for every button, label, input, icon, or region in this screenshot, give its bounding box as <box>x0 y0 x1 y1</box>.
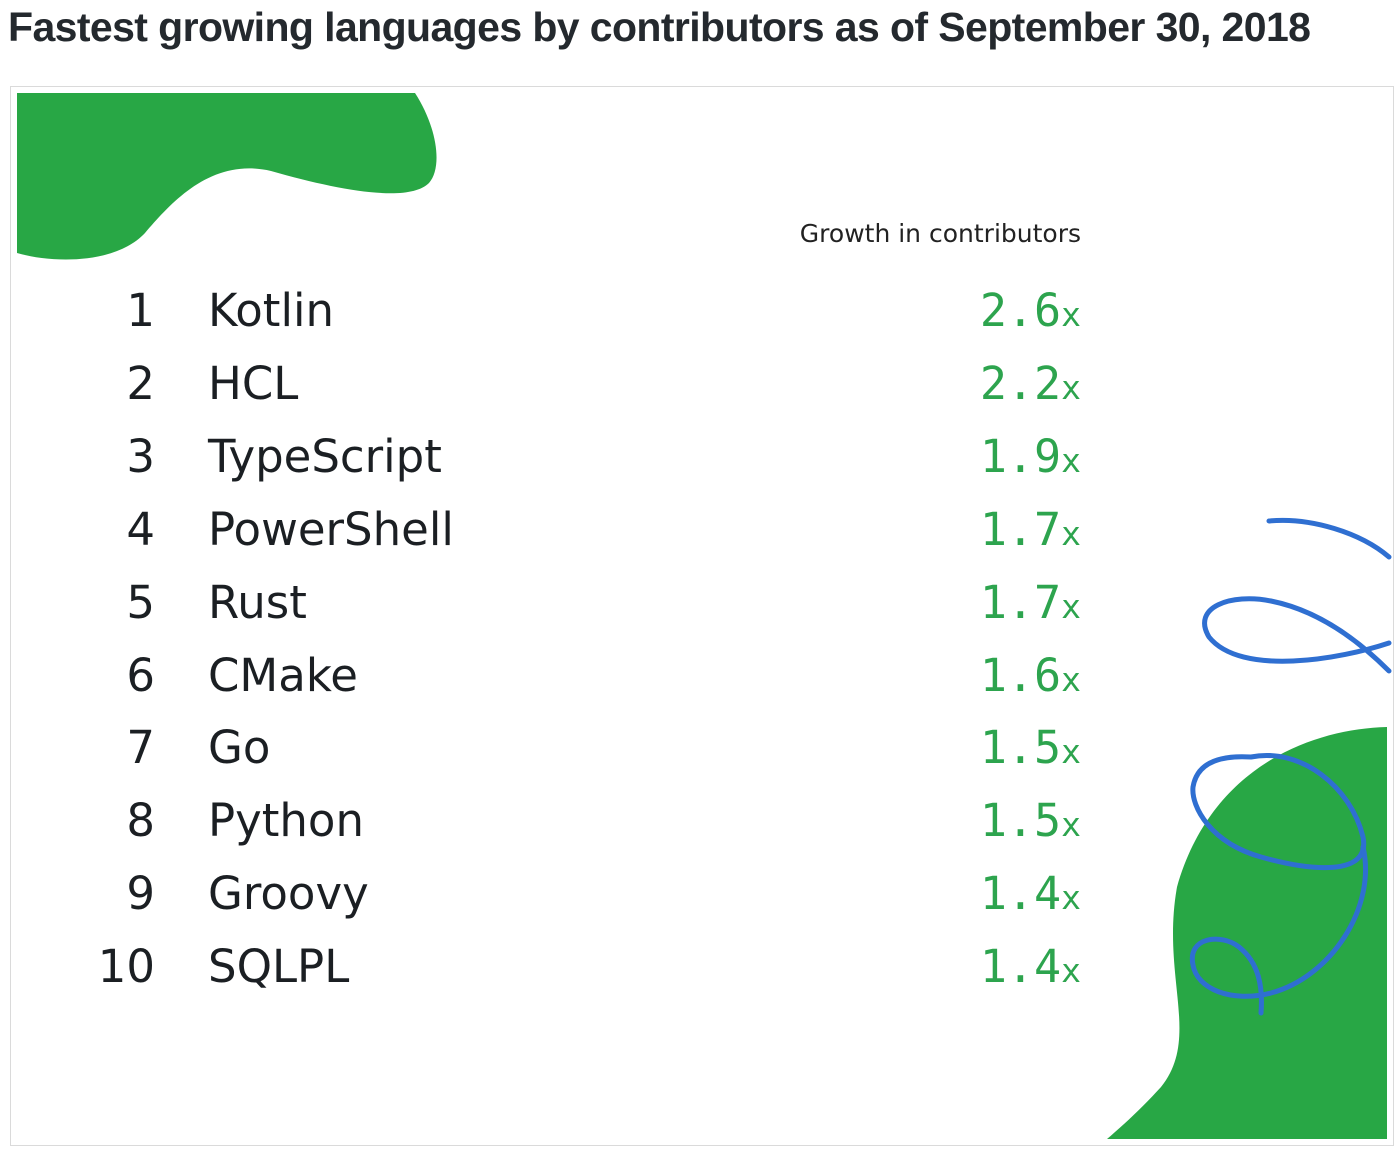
growth-value: 2.2x <box>841 354 1081 418</box>
language-name: Groovy <box>208 867 369 921</box>
table-row: 7 Go 1.5x <box>11 718 1111 778</box>
growth-unit-suffix: x <box>1061 951 1081 991</box>
growth-value: 1.9x <box>841 427 1081 491</box>
growth-number: 1.7 <box>979 575 1062 629</box>
language-name: CMake <box>208 648 358 702</box>
growth-value: 1.4x <box>841 937 1081 1001</box>
growth-value: 1.6x <box>841 646 1081 710</box>
blue-loop-2 <box>1190 753 1367 871</box>
rank-number: 3 <box>126 429 155 483</box>
language-name: Rust <box>208 575 307 629</box>
language-name: Kotlin <box>208 284 334 337</box>
growth-number: 1.5 <box>979 721 1062 775</box>
rank-number: 8 <box>126 794 155 848</box>
rank-number: 1 <box>126 284 155 337</box>
growth-value: 1.4x <box>841 864 1081 928</box>
column-header-growth: Growth in contributors <box>799 219 1081 248</box>
growth-unit-suffix: x <box>1061 878 1081 918</box>
blue-squiggle <box>1189 517 1392 1016</box>
rank-number: 5 <box>126 575 155 629</box>
green-blob-top-left <box>17 93 437 260</box>
language-name: Python <box>208 794 364 848</box>
growth-unit-suffix: x <box>1061 295 1081 334</box>
table-row: 1 Kotlin 2.6x <box>11 281 1111 341</box>
growth-number: 1.4 <box>979 940 1062 994</box>
growth-unit-suffix: x <box>1061 367 1081 407</box>
blue-arc-top <box>1266 517 1392 560</box>
growth-number: 1.9 <box>979 429 1062 483</box>
table-row: 10 SQLPL 1.4x <box>11 937 1111 997</box>
rank-number: 9 <box>126 867 155 921</box>
chart-card: Growth in contributors 1 Kotlin 2.6x 2 HCL 2.… <box>10 86 1394 1146</box>
table-row: 8 Python 1.5x <box>11 791 1111 851</box>
table-row: 6 CMake 1.6x <box>11 646 1111 706</box>
blue-loop-3 <box>1189 844 1369 1016</box>
rank-number: 2 <box>126 356 155 410</box>
growth-value: 1.5x <box>841 791 1081 855</box>
growth-unit-suffix: x <box>1061 732 1081 772</box>
table-row: 2 HCL 2.2x <box>11 354 1111 414</box>
rank-number: 7 <box>126 721 155 775</box>
language-name: HCL <box>208 356 299 410</box>
rank-number: 6 <box>126 648 155 702</box>
growth-number: 1.6 <box>979 648 1062 702</box>
rank-number: 4 <box>126 502 155 556</box>
growth-value: 1.7x <box>841 500 1081 564</box>
decoration-shapes <box>17 93 1392 1139</box>
growth-unit-suffix: x <box>1061 440 1081 480</box>
table-row: 5 Rust 1.7x <box>11 573 1111 633</box>
growth-number: 2.2 <box>979 356 1062 410</box>
growth-unit-suffix: x <box>1061 659 1081 699</box>
table-row: 9 Groovy 1.4x <box>11 864 1111 924</box>
growth-value: 2.6x <box>841 281 1081 345</box>
growth-number: 2.6 <box>979 284 1062 337</box>
language-name: TypeScript <box>208 429 442 483</box>
blue-loop-1 <box>1202 596 1392 674</box>
growth-number: 1.7 <box>979 502 1062 556</box>
language-name: PowerShell <box>208 502 454 556</box>
growth-value: 1.7x <box>841 573 1081 637</box>
page-title: Fastest growing languages by contributor… <box>8 4 1311 50</box>
growth-unit-suffix: x <box>1061 805 1081 845</box>
growth-value: 1.5x <box>841 718 1081 782</box>
rank-number: 10 <box>97 940 155 994</box>
growth-unit-suffix: x <box>1061 586 1081 626</box>
green-blob-bottom-right <box>1107 727 1387 1139</box>
language-name: SQLPL <box>208 940 350 994</box>
language-name: Go <box>208 721 271 775</box>
growth-unit-suffix: x <box>1061 513 1081 553</box>
table-row: 4 PowerShell 1.7x <box>11 500 1111 560</box>
growth-number: 1.5 <box>979 794 1062 848</box>
table-row: 3 TypeScript 1.9x <box>11 427 1111 487</box>
growth-number: 1.4 <box>979 867 1062 921</box>
